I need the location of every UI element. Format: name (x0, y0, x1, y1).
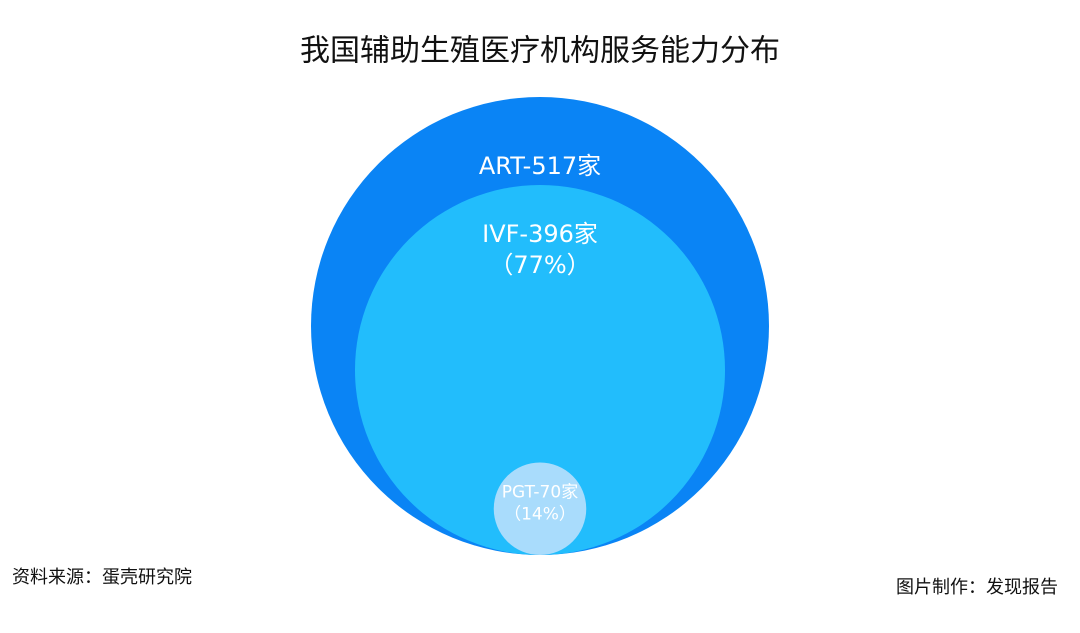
share-label: （77%） (489, 251, 590, 279)
chart-title: 我国辅助生殖医疗机构服务能力分布 (300, 34, 780, 69)
value-label: ART-517家 (479, 152, 601, 180)
credit-note: 图片制作：发现报告 (896, 577, 1058, 598)
source-note: 资料来源：蛋壳研究院 (12, 567, 192, 588)
value-label: PGT-70家 (502, 482, 578, 502)
circle (493, 462, 587, 555)
circle (354, 184, 726, 555)
share-label: （14%） (504, 505, 576, 525)
value-label: IVF-396家 (482, 220, 598, 248)
